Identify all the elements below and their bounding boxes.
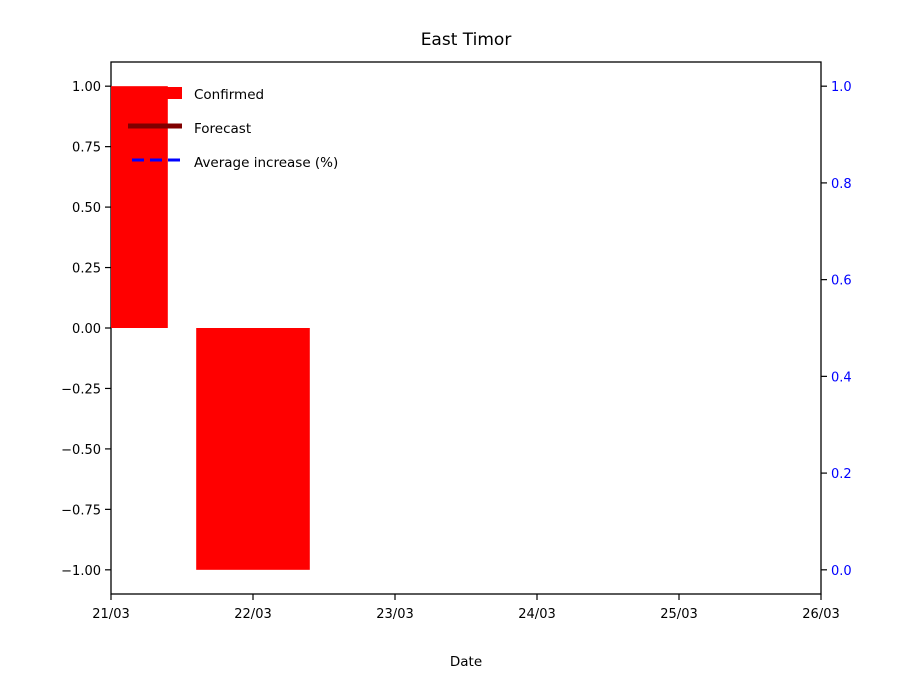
legend: Confirmed Forecast Average increase (%) (128, 87, 338, 171)
y-tick-label: −0.25 (61, 382, 101, 397)
x-tick-label: 24/03 (518, 607, 555, 622)
x-tick-label: 21/03 (92, 607, 129, 622)
x-tick-label: 25/03 (660, 607, 697, 622)
x-tick-label: 26/03 (802, 607, 839, 622)
bar-confirmed-21-03 (111, 86, 168, 328)
y-tick-label: 0.00 (72, 322, 101, 337)
y-tick-label: −0.75 (61, 503, 101, 518)
y-axis-left: 1.00 0.75 0.50 0.25 0.00 −0.25 −0.50 −0.75 −1.00 (61, 80, 111, 579)
legend-swatch-confirmed (128, 87, 182, 99)
y2-tick-label: 0.4 (831, 370, 852, 385)
y2-tick-label: 0.6 (831, 274, 852, 289)
y-tick-label: 0.25 (72, 262, 101, 277)
legend-item-average-increase: Average increase (%) (132, 155, 338, 171)
bars (111, 86, 310, 570)
x-tick-label: 22/03 (234, 607, 271, 622)
plot-area (110, 61, 822, 595)
y-tick-label: 1.00 (72, 80, 101, 95)
y-tick-label: 0.50 (72, 201, 101, 216)
legend-item-confirmed: Confirmed (128, 87, 264, 103)
y2-tick-label: 1.0 (831, 80, 852, 95)
y-tick-label: 0.75 (72, 141, 101, 156)
legend-label-forecast: Forecast (194, 121, 251, 137)
bar-confirmed-22-03 (196, 328, 310, 570)
legend-label-average-increase: Average increase (%) (194, 155, 338, 171)
y-tick-label: −0.50 (61, 443, 101, 458)
y-tick-label: −1.00 (61, 564, 101, 579)
x-tick-label: 23/03 (376, 607, 413, 622)
y2-tick-label: 0.0 (831, 564, 852, 579)
legend-item-forecast: Forecast (128, 121, 251, 137)
legend-label-confirmed: Confirmed (194, 87, 264, 103)
y2-tick-label: 0.2 (831, 467, 852, 482)
x-axis-label: Date (450, 654, 482, 670)
chart-title: East Timor (421, 30, 512, 50)
x-axis: 21/03 22/03 23/03 24/03 25/03 26/03 (92, 594, 840, 622)
y-axis-right: 1.0 0.8 0.6 0.4 0.2 0.0 (821, 80, 852, 579)
y2-tick-label: 0.8 (831, 177, 852, 192)
